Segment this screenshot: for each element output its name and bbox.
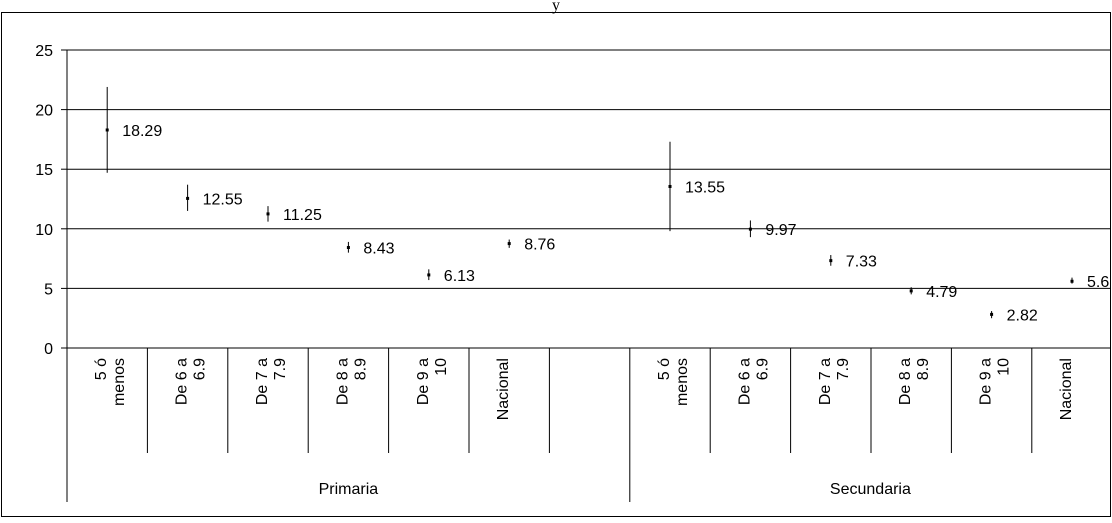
- data-point: [266, 212, 270, 216]
- category-label: De 8 a: [334, 358, 351, 405]
- category-label: 5 ó: [656, 358, 673, 380]
- category-label: De 7 a: [817, 358, 834, 405]
- data-label: 4.79: [926, 284, 957, 301]
- group-label: Secundaria: [830, 481, 911, 498]
- y-tick-label: 10: [35, 222, 53, 239]
- category-label: 7.9: [272, 358, 289, 380]
- category-label: De 7 a: [254, 358, 271, 405]
- data-point: [507, 242, 511, 246]
- category-label: De 9 a: [415, 358, 432, 405]
- data-label: 18.29: [122, 123, 162, 140]
- data-label: 6.13: [444, 268, 475, 285]
- category-label: 8.9: [915, 358, 932, 380]
- chart-frame: [1, 12, 1111, 517]
- y-tick-label: 5: [44, 281, 53, 298]
- group-label: Primaria: [319, 481, 379, 498]
- y-tick-label: 20: [35, 103, 53, 120]
- category-label: menos: [674, 358, 691, 406]
- data-label: 13.55: [685, 179, 725, 196]
- data-point: [668, 184, 672, 188]
- y-tick-label: 0: [44, 341, 53, 358]
- data-point: [186, 196, 190, 200]
- y-tick-label: 15: [35, 162, 53, 179]
- category-label: 5 ó: [93, 358, 110, 380]
- category-label: De 6 a: [174, 358, 191, 405]
- data-point: [1070, 279, 1074, 283]
- category-label: 6.9: [754, 358, 771, 380]
- data-point: [427, 273, 431, 277]
- category-label: menos: [111, 358, 128, 406]
- data-label: 11.25: [283, 207, 322, 224]
- data-label: 9.97: [765, 222, 796, 239]
- data-label: 7.33: [846, 254, 877, 271]
- category-label: Nacional: [495, 358, 512, 420]
- category-label: De 9 a: [978, 358, 995, 405]
- data-point: [829, 259, 833, 263]
- y-tick-label: 25: [35, 43, 53, 60]
- data-point: [909, 289, 913, 293]
- category-label: Nacional: [1058, 358, 1075, 420]
- data-point: [105, 128, 109, 132]
- data-label: 12.55: [203, 191, 243, 208]
- data-point: [748, 227, 752, 231]
- category-label: 6.9: [192, 358, 209, 380]
- category-label: De 8 a: [897, 358, 914, 405]
- category-label: 7.9: [835, 358, 852, 380]
- category-label: 10: [433, 358, 450, 376]
- category-label: De 6 a: [736, 358, 753, 405]
- category-label: 8.9: [352, 358, 369, 380]
- data-label: 5.6: [1087, 274, 1109, 291]
- data-point: [346, 246, 350, 250]
- data-label: 2.82: [1007, 307, 1038, 324]
- data-point: [990, 312, 994, 316]
- data-label: 8.43: [363, 241, 394, 258]
- data-label: 8.76: [524, 237, 555, 254]
- chart-title: y: [552, 0, 560, 14]
- category-label: 10: [996, 358, 1013, 376]
